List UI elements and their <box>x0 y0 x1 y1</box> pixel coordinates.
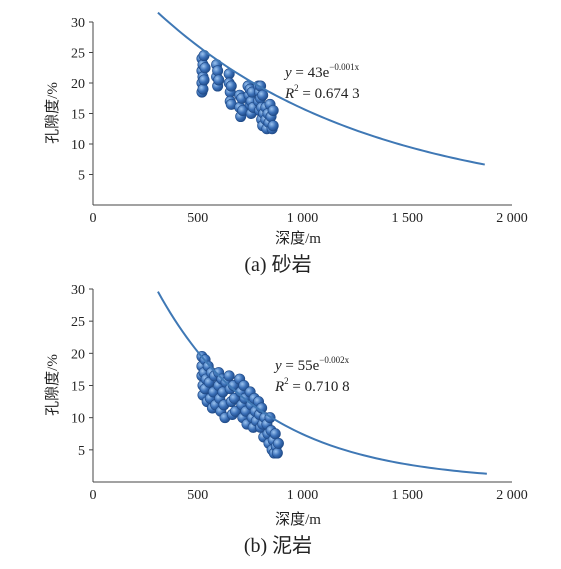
panel-a-ytick-label: 5 <box>78 169 85 184</box>
panel-a-data-point <box>267 120 279 132</box>
panel-b-eq-exp: −0.002x <box>319 355 349 365</box>
panel-a-r2: R2 = 0.674 3 <box>284 83 360 102</box>
panel-b-yticks: 5 10 15 20 25 30 <box>71 283 93 459</box>
panel-a-xtick-label: 2 000 <box>496 211 528 226</box>
panel-a-ytick-label: 10 <box>71 138 85 153</box>
panel-a-yticks: 5 10 15 20 25 30 <box>71 16 93 184</box>
panel-a-data-point <box>267 104 279 116</box>
panel-a-ytick-label: 15 <box>71 108 85 123</box>
panel-b-ytick-label: 15 <box>71 380 85 395</box>
panel-a-points <box>196 50 279 135</box>
panel-b-xtick-label: 0 <box>90 488 97 503</box>
panel-a-xtick-label: 0 <box>90 211 97 226</box>
panel-b-ytick-label: 10 <box>71 412 85 427</box>
panel-b-data-point <box>223 370 235 382</box>
panel-a-r2-rhs: = 0.674 3 <box>299 86 360 102</box>
panel-a-xtick-label: 500 <box>187 211 208 226</box>
panel-a-xlabel: 深度/m <box>275 230 321 247</box>
panel-a-data-point <box>199 62 211 74</box>
panel-b-eq-body: = 55e <box>282 358 320 374</box>
panel-a-eq-lhs: y <box>283 65 292 81</box>
panel-b-ylabel: 孔隙度/% <box>44 354 61 416</box>
panel-a-xticks: 0 500 1 000 1 500 2 000 <box>90 211 528 226</box>
panel-b-xtick-label: 2 000 <box>496 488 528 503</box>
panel-a: 0 500 1 000 1 500 2 000 5 10 15 20 25 30 y = 43e−… <box>44 11 528 276</box>
panel-b-data-point <box>272 437 284 449</box>
panel-b-data-point <box>269 428 281 440</box>
panel-b-fit-curve <box>157 291 487 475</box>
panel-b-ytick-label: 20 <box>71 347 85 362</box>
panel-a-xtick-label: 1 000 <box>287 211 319 226</box>
panel-a-equation: y = 43e−0.001x <box>283 62 360 81</box>
panel-a-ytick-label: 25 <box>71 47 85 62</box>
panel-b-equation: y = 55e−0.002x <box>273 355 350 374</box>
panel-a-xtick-label: 1 500 <box>392 211 424 226</box>
panel-a-data-point <box>198 50 210 62</box>
panel-a-ytick-label: 20 <box>71 77 85 92</box>
panel-b: 0 500 1 000 1 500 2 000 5 10 15 20 25 30 y = 55e−… <box>44 283 528 557</box>
panel-b-xticks: 0 500 1 000 1 500 2 000 <box>90 488 528 503</box>
panel-a-fit-curve <box>157 11 485 166</box>
panel-b-r2-sup: 2 <box>284 376 289 386</box>
panel-b-r2-rhs: = 0.710 8 <box>289 379 350 395</box>
panel-a-ylabel: 孔隙度/% <box>44 82 61 144</box>
panel-b-r2-lhs: R <box>274 379 284 395</box>
panel-a-data-point <box>197 83 209 95</box>
panel-b-eq-lhs: y <box>273 358 282 374</box>
panel-b-r2: R2 = 0.710 8 <box>274 376 350 395</box>
panel-b-xtick-label: 1 000 <box>287 488 319 503</box>
panel-b-ytick-label: 25 <box>71 315 85 330</box>
panel-b-ytick-label: 30 <box>71 283 85 298</box>
panel-b-data-point <box>271 447 283 459</box>
panel-b-xlabel: 深度/m <box>275 511 321 528</box>
panel-a-ytick-label: 30 <box>71 16 85 31</box>
panel-b-ytick-label: 5 <box>78 444 85 459</box>
panel-b-xtick-label: 500 <box>187 488 208 503</box>
panel-a-data-point <box>225 80 237 92</box>
panel-a-data-point <box>212 65 224 77</box>
panel-a-eq-body: = 43e <box>292 65 330 81</box>
panel-a-axes <box>92 22 512 206</box>
panel-a-data-point <box>198 74 210 86</box>
panel-a-r2-lhs: R <box>284 86 294 102</box>
panel-a-data-point <box>257 89 269 101</box>
panel-b-xtick-label: 1 500 <box>392 488 424 503</box>
panel-a-data-point <box>213 74 225 86</box>
panel-b-caption: (b) 泥岩 <box>244 534 312 557</box>
panel-a-caption: (a) 砂岩 <box>244 253 311 276</box>
panel-a-eq-exp: −0.001x <box>329 62 359 72</box>
panel-a-r2-sup: 2 <box>294 83 299 93</box>
